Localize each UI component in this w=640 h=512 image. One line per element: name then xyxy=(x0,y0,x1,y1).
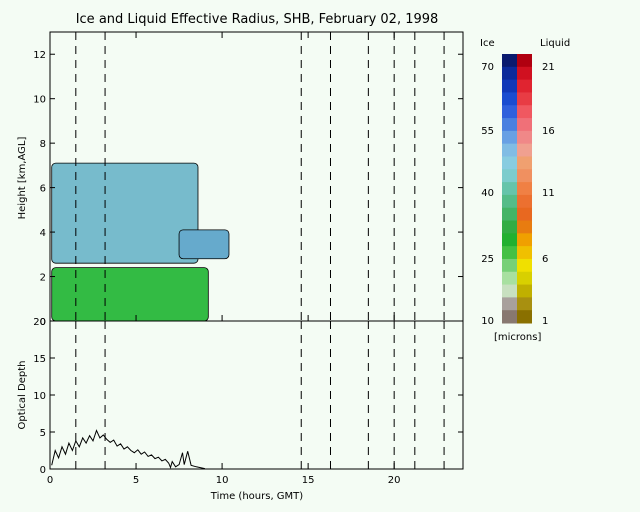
colorbar-liquid-swatch-3 xyxy=(517,92,532,106)
colorbar-ice-swatch-15 xyxy=(502,246,517,260)
colorbar-liquid-swatch-8 xyxy=(517,156,532,170)
bottom-ytick-label-4: 20 xyxy=(33,317,46,328)
colorbar-liquid-tick-3: 6 xyxy=(542,254,548,265)
bottom-plot-frame xyxy=(49,320,464,470)
colorbar-ice-swatch-1 xyxy=(502,66,517,81)
colorbar-ice-swatch-3 xyxy=(502,92,517,106)
colorbar-ice-swatch-5 xyxy=(502,118,517,132)
radius-heatmap-panel: 0 2 4 6 8 10 12 Height [km,AGL] xyxy=(17,31,464,328)
colorbar-ice-swatch-6 xyxy=(502,130,517,145)
top-ytick-label-6: 12 xyxy=(33,50,46,61)
colorbar-liquid-swatch-18 xyxy=(517,284,532,298)
colorbar-ice-label: Ice xyxy=(480,38,495,49)
colorbar-liquid-tick-2: 11 xyxy=(542,188,555,199)
colorbar-liquid-tick-1: 16 xyxy=(542,126,555,137)
colorbar-unit-label: [microns] xyxy=(494,332,541,343)
top-ytick-label-3: 6 xyxy=(40,184,46,195)
top-time-markers xyxy=(75,32,445,321)
optical-depth-panel: 0 5 10 15 20 0 5 10 15 20 Optical Depth Time (ho… xyxy=(17,317,464,502)
bottom-x-ticks: 0 5 10 15 20 xyxy=(47,463,401,486)
colorbar-ice-swatch-12 xyxy=(502,207,517,222)
colorbar-liquid-swatch-6 xyxy=(517,130,532,145)
bottom-xtick-label-1: 5 xyxy=(133,475,139,486)
colorbar-ice-swatch-10 xyxy=(502,182,517,196)
colorbar-liquid-swatch-19 xyxy=(517,297,532,311)
colorbar-liquid-swatch-2 xyxy=(517,79,532,93)
cloud-regions xyxy=(51,162,230,322)
colorbar-ice-swatch-14 xyxy=(502,233,517,247)
colorbar-liquid-swatch-11 xyxy=(517,194,532,209)
colorbar-ice-tick-3: 25 xyxy=(481,254,494,265)
colorbar-liquid-swatch-0 xyxy=(517,54,532,68)
bottom-y-axis-label: Optical Depth xyxy=(17,361,28,430)
colorbar-ice-swatch-18 xyxy=(502,284,517,298)
bottom-ytick-label-3: 15 xyxy=(33,354,46,365)
bottom-ytick-label-1: 5 xyxy=(40,428,46,439)
colorbar-ice-swatch-7 xyxy=(502,143,517,157)
colorbar-liquid-swatch-14 xyxy=(517,233,532,247)
bottom-ytick-label-0: 0 xyxy=(40,465,46,476)
colorbar-liquid-label: Liquid xyxy=(540,38,570,49)
colorbar-ice-swatch-19 xyxy=(502,297,517,311)
colorbar-ice-tick-2: 40 xyxy=(481,188,494,199)
colorbar-liquid-swatch-9 xyxy=(517,169,532,183)
bottom-ytick-label-2: 10 xyxy=(33,391,46,402)
bottom-xtick-label-3: 15 xyxy=(302,475,315,486)
colorbar-ice-swatch-11 xyxy=(502,194,517,209)
colorbar-ice-tick-4: 10 xyxy=(481,316,494,327)
colorbar-ice-swatch-0 xyxy=(502,54,517,68)
colorbar-liquid-swatch-1 xyxy=(517,66,532,81)
colorbar-ice-tick-1: 55 xyxy=(481,126,494,137)
colorbar-liquid-swatch-16 xyxy=(517,258,532,273)
colorbar-ice-ticks: 70 55 40 25 10 xyxy=(481,62,494,327)
colorbar-liquid-swatch-15 xyxy=(517,246,532,260)
top-x-ticks xyxy=(49,32,395,321)
colorbar-liquid-swatch-7 xyxy=(517,143,532,157)
colorbar-ice-swatch-17 xyxy=(502,271,517,286)
colorbar-ice-swatch-16 xyxy=(502,258,517,273)
top-ytick-label-0: 0 xyxy=(40,317,46,328)
top-y-axis-label: Height [km,AGL] xyxy=(17,137,28,220)
top-ytick-label-1: 2 xyxy=(40,273,46,284)
optical-depth-line xyxy=(51,429,205,470)
bottom-y-ticks: 0 5 10 15 20 xyxy=(33,317,463,476)
colorbar-ice-swatch-2 xyxy=(502,79,517,93)
colorbar-liquid-strip xyxy=(517,54,532,324)
colorbar: Ice Liquid 70 55 40 25 10 21 16 11 6 1 [microns] xyxy=(480,38,570,343)
bottom-xtick-label-0: 0 xyxy=(47,475,53,486)
colorbar-liquid-swatch-4 xyxy=(517,105,532,119)
colorbar-liquid-swatch-12 xyxy=(517,207,532,222)
colorbar-liquid-swatch-20 xyxy=(517,310,532,324)
top-ytick-label-5: 10 xyxy=(33,95,46,106)
cloud-region-0 xyxy=(51,267,209,322)
colorbar-ice-swatch-8 xyxy=(502,156,517,170)
top-ytick-label-4: 8 xyxy=(40,139,46,150)
colorbar-ice-swatch-9 xyxy=(502,169,517,183)
colorbar-liquid-tick-4: 1 xyxy=(542,316,548,327)
x-axis-label: Time (hours, GMT) xyxy=(210,491,304,502)
colorbar-liquid-swatch-10 xyxy=(517,182,532,196)
bottom-xtick-label-2: 10 xyxy=(216,475,229,486)
colorbar-liquid-ticks: 21 16 11 6 1 xyxy=(542,62,555,327)
bottom-time-markers xyxy=(75,321,445,469)
colorbar-liquid-swatch-13 xyxy=(517,220,532,234)
colorbar-liquid-swatch-5 xyxy=(517,118,532,132)
chart-title: Ice and Liquid Effective Radius, SHB, Fe… xyxy=(76,12,439,27)
cloud-region-2 xyxy=(178,229,230,260)
colorbar-liquid-swatch-17 xyxy=(517,271,532,286)
cloud-region-1 xyxy=(51,162,199,264)
colorbar-liquid-tick-0: 21 xyxy=(542,62,555,73)
colorbar-ice-strip xyxy=(502,54,517,324)
top-ytick-label-2: 4 xyxy=(40,228,46,239)
colorbar-ice-swatch-13 xyxy=(502,220,517,234)
colorbar-ice-tick-0: 70 xyxy=(481,62,494,73)
bottom-xtick-label-4: 20 xyxy=(388,475,401,486)
colorbar-ice-swatch-4 xyxy=(502,105,517,119)
colorbar-ice-swatch-20 xyxy=(502,310,517,324)
